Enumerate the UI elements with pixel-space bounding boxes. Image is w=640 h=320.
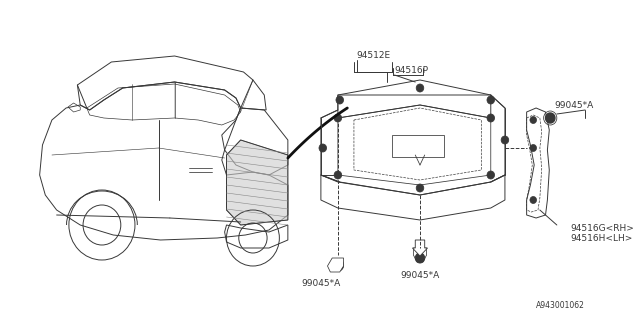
Circle shape (545, 113, 555, 123)
Circle shape (490, 116, 492, 119)
Circle shape (319, 144, 326, 152)
Circle shape (334, 114, 342, 122)
Circle shape (334, 171, 342, 179)
Circle shape (487, 114, 495, 122)
Text: 99045*A: 99045*A (301, 278, 340, 287)
Text: A943001062: A943001062 (536, 301, 585, 310)
Polygon shape (328, 258, 344, 272)
Circle shape (490, 173, 492, 177)
Circle shape (321, 147, 324, 149)
Bar (392, 135, 444, 157)
Circle shape (490, 99, 492, 101)
Circle shape (336, 96, 344, 104)
Circle shape (337, 173, 339, 177)
Polygon shape (412, 240, 428, 256)
Circle shape (419, 86, 421, 90)
Circle shape (335, 262, 340, 268)
Circle shape (532, 147, 534, 149)
Polygon shape (413, 248, 427, 262)
Circle shape (339, 99, 341, 101)
Circle shape (332, 259, 344, 271)
Circle shape (530, 196, 536, 204)
Text: 94516P: 94516P (394, 66, 429, 75)
Circle shape (530, 116, 536, 124)
Circle shape (504, 139, 506, 141)
Circle shape (419, 187, 421, 189)
Circle shape (530, 145, 536, 151)
Circle shape (487, 96, 495, 104)
Circle shape (416, 84, 424, 92)
Text: 94512E: 94512E (356, 51, 391, 60)
Text: 99045*A: 99045*A (401, 270, 440, 279)
Circle shape (415, 253, 425, 263)
Polygon shape (227, 140, 288, 225)
Circle shape (532, 198, 534, 202)
Circle shape (337, 116, 339, 119)
Circle shape (416, 184, 424, 192)
Circle shape (487, 171, 495, 179)
Text: 94516H<LH>: 94516H<LH> (570, 234, 632, 243)
Text: 94516G<RH>: 94516G<RH> (570, 223, 634, 233)
Text: 99045*A: 99045*A (554, 100, 593, 109)
Circle shape (501, 136, 509, 144)
Circle shape (532, 118, 534, 122)
